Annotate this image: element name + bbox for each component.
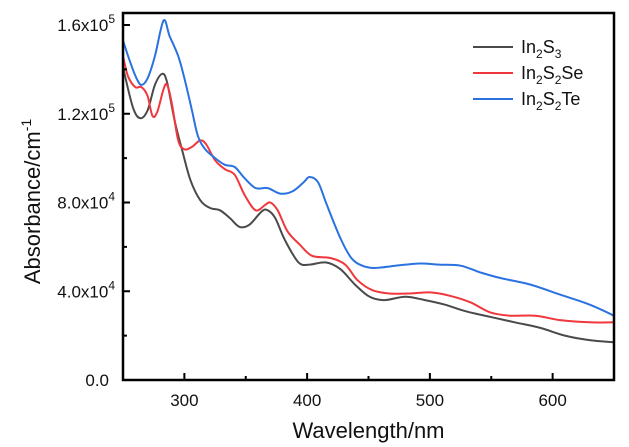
x-axis-title: Wavelength/nm	[292, 418, 444, 443]
y-tick-label: 1.6x105	[57, 12, 115, 35]
legend-label: In2S3	[521, 37, 562, 61]
y-tick-mantissa: 0.0	[85, 371, 109, 390]
legend-label: In2S2Se	[521, 63, 583, 87]
legend-label-text: In	[521, 89, 536, 109]
legend-label-subscript: 3	[555, 47, 562, 61]
x-tick-label: 600	[538, 391, 566, 410]
legend-item: In2S3	[473, 37, 562, 61]
y-tick-label: 4.0x104	[57, 278, 115, 301]
legend-label-text: S	[543, 63, 555, 83]
legend-label: In2S2Te	[521, 89, 580, 113]
series-layer	[122, 19, 615, 344]
legend-label-text: Se	[561, 63, 583, 83]
legend-label-subscript: 2	[536, 47, 543, 61]
legend-label-subscript: 2	[555, 73, 562, 87]
x-tick-label: 300	[170, 391, 198, 410]
legend-label-text: Te	[561, 89, 580, 109]
y-tick-mantissa: 1.2x10	[57, 105, 108, 124]
legend-label-text: In	[521, 37, 536, 57]
y-tick-label: 1.2x105	[57, 101, 115, 124]
y-tick-mantissa: 4.0x10	[57, 282, 108, 301]
y-tick-exponent: 5	[108, 12, 115, 26]
x-axis-ticks: 300 400 500 600	[170, 373, 567, 410]
series-line-in2s3	[122, 66, 615, 344]
y-tick-mantissa: 8.0x10	[57, 194, 108, 213]
legend-label-text: S	[543, 89, 555, 109]
series-line-in2s2se	[122, 55, 615, 324]
legend-label-subscript: 2	[536, 73, 543, 87]
legend-label-text: S	[543, 37, 555, 57]
x-tick-label: 400	[293, 391, 321, 410]
y-tick-label: 8.0x104	[57, 190, 115, 213]
series-line-in2s2te	[122, 19, 615, 317]
legend-item: In2S2Te	[473, 89, 580, 113]
y-axis-title: Absorbance/cm-1	[18, 119, 45, 285]
y-axis-title-text: Absorbance/cm	[20, 131, 45, 284]
y-tick-label: 0.0	[85, 371, 109, 390]
y-tick-mantissa: 1.6x10	[57, 16, 108, 35]
y-tick-exponent: 5	[108, 101, 115, 115]
y-tick-exponent: 4	[108, 190, 115, 204]
legend-label-subscript: 2	[536, 99, 543, 113]
plot-frame	[121, 11, 616, 382]
legend-item: In2S2Se	[473, 63, 583, 87]
legend-label-subscript: 2	[555, 99, 562, 113]
legend-label-text: In	[521, 63, 536, 83]
y-axis-title-superscript: -1	[18, 119, 34, 132]
y-tick-exponent: 4	[108, 278, 115, 292]
x-tick-label: 500	[416, 391, 444, 410]
